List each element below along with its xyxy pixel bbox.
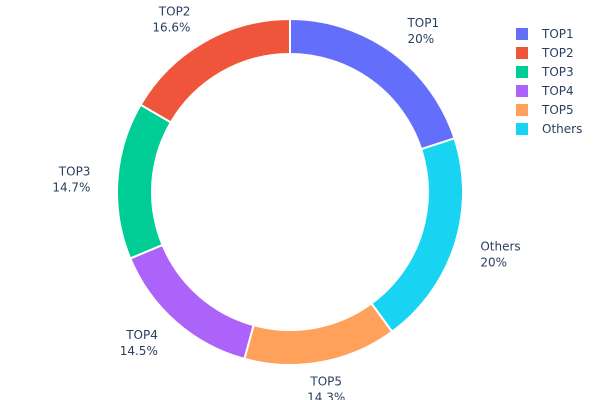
- legend-item[interactable]: TOP3: [541, 65, 574, 79]
- legend-swatch[interactable]: [516, 104, 528, 116]
- slice-label: TOP5: [309, 375, 342, 389]
- slice-label: TOP1: [406, 16, 439, 30]
- legend-swatch[interactable]: [516, 47, 528, 59]
- slice-percent: 14.5%: [120, 344, 158, 358]
- legend-item[interactable]: TOP1: [541, 27, 574, 41]
- slice-percent: 16.6%: [152, 21, 190, 35]
- legend-swatch[interactable]: [516, 123, 528, 135]
- slice-top5[interactable]: [243, 302, 394, 366]
- legend-item[interactable]: Others: [542, 122, 582, 136]
- slice-top3[interactable]: [116, 103, 173, 260]
- slice-label: Others: [480, 239, 520, 253]
- slice-percent: 14.3%: [307, 391, 345, 400]
- slice-label: TOP2: [158, 5, 191, 19]
- slice-label: TOP3: [58, 165, 91, 179]
- slice-percent: 20%: [480, 255, 507, 269]
- slice-percent: 20%: [407, 32, 434, 46]
- legend-item[interactable]: TOP5: [541, 103, 574, 117]
- slice-top2[interactable]: [139, 17, 291, 124]
- slice-percent: 14.7%: [52, 181, 90, 195]
- slice-label: TOP4: [125, 328, 158, 342]
- legend-swatch[interactable]: [516, 85, 528, 97]
- legend-swatch[interactable]: [516, 28, 528, 40]
- legend-swatch[interactable]: [516, 66, 528, 78]
- legend-item[interactable]: TOP4: [541, 84, 574, 98]
- slice-others[interactable]: [369, 137, 464, 334]
- legend-item[interactable]: TOP2: [541, 46, 574, 60]
